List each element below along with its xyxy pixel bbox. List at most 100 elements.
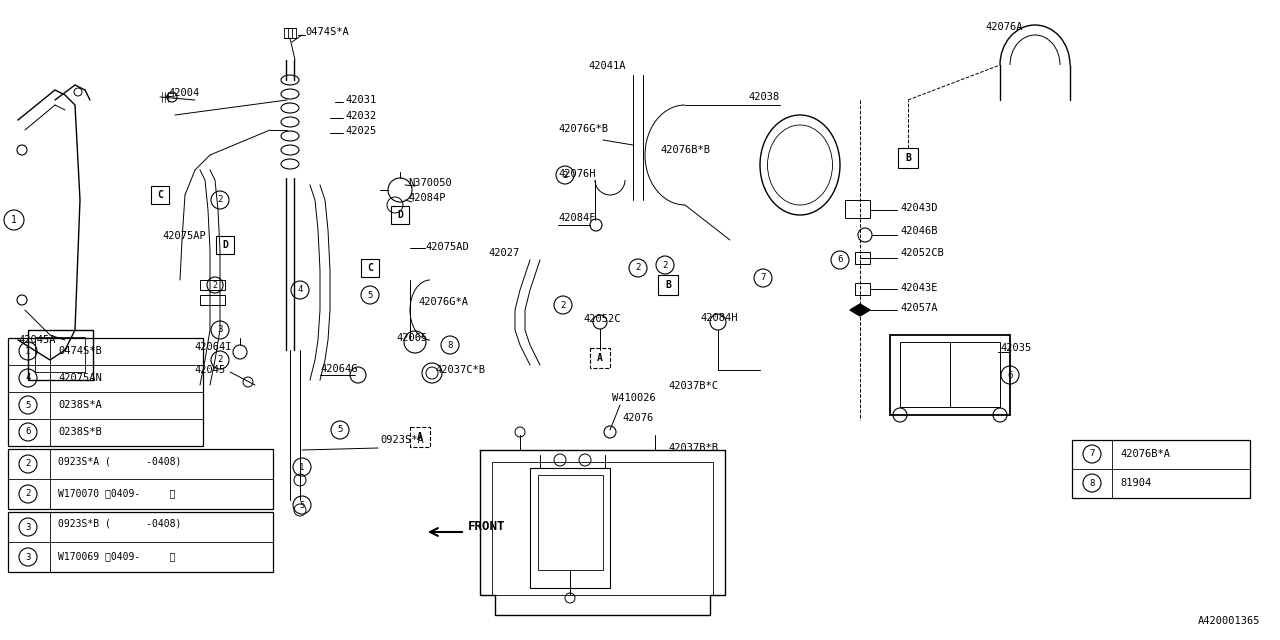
Text: 42075AD: 42075AD <box>425 242 468 252</box>
Text: 2: 2 <box>218 355 223 365</box>
Text: 42084H: 42084H <box>700 313 737 323</box>
Text: 0923S*B (      -0408): 0923S*B ( -0408) <box>58 519 182 529</box>
Text: D: D <box>397 210 403 220</box>
Text: 42043D: 42043D <box>900 203 937 213</box>
Text: 42065: 42065 <box>396 333 428 343</box>
Text: B: B <box>905 153 911 163</box>
Text: W410026: W410026 <box>612 393 655 403</box>
Text: 6: 6 <box>26 428 31 436</box>
Text: 2: 2 <box>662 260 668 269</box>
Text: W170070 〈0409-     〉: W170070 〈0409- 〉 <box>58 488 175 498</box>
Text: 42076B*A: 42076B*A <box>1120 449 1170 459</box>
Text: 0238S*A: 0238S*A <box>58 400 101 410</box>
Bar <box>28 330 93 380</box>
Text: 42076H: 42076H <box>558 169 595 179</box>
Text: 42038: 42038 <box>748 92 780 102</box>
Text: 1: 1 <box>12 215 17 225</box>
Text: 42025: 42025 <box>346 126 376 136</box>
Text: 8: 8 <box>447 340 453 349</box>
Bar <box>1073 440 1251 498</box>
Text: N370050: N370050 <box>408 178 452 188</box>
Bar <box>361 259 379 277</box>
Text: 42037B*C: 42037B*C <box>668 381 718 391</box>
Text: 42035: 42035 <box>1000 343 1032 353</box>
Text: 0238S*B: 0238S*B <box>58 427 101 437</box>
Text: 2: 2 <box>212 280 218 289</box>
Text: 42076G*A: 42076G*A <box>419 297 468 307</box>
Text: 3: 3 <box>26 522 31 531</box>
Text: W170069 〈0409-     〉: W170069 〈0409- 〉 <box>58 551 175 561</box>
Bar <box>216 236 234 254</box>
Bar <box>8 338 204 446</box>
Bar <box>200 295 225 305</box>
Bar <box>899 148 918 168</box>
Bar <box>900 342 1000 407</box>
Bar <box>151 186 169 204</box>
Text: 42057A: 42057A <box>900 303 937 313</box>
Bar <box>855 252 870 264</box>
Text: 0474S*B: 0474S*B <box>58 346 101 356</box>
Text: 5: 5 <box>367 291 372 300</box>
Text: B: B <box>666 280 671 290</box>
Bar <box>845 200 870 218</box>
Text: 4: 4 <box>297 285 302 294</box>
Text: 42075AP: 42075AP <box>163 231 206 241</box>
Bar <box>538 475 603 570</box>
Text: 0923S*A: 0923S*A <box>380 435 424 445</box>
Text: 2: 2 <box>562 170 568 179</box>
Text: 42037C*B: 42037C*B <box>435 365 485 375</box>
Text: FRONT: FRONT <box>468 520 506 534</box>
Bar <box>410 427 430 447</box>
Text: 42076: 42076 <box>622 413 653 423</box>
Bar <box>590 348 611 368</box>
Text: 5: 5 <box>338 426 343 435</box>
Text: A420001365: A420001365 <box>1198 616 1260 626</box>
Text: 8: 8 <box>1089 479 1094 488</box>
Text: 42064G: 42064G <box>320 364 357 374</box>
Text: 2: 2 <box>218 195 223 205</box>
Text: 42076B*B: 42076B*B <box>660 145 710 155</box>
Text: 42076G*B: 42076G*B <box>558 124 608 134</box>
Text: 3: 3 <box>26 552 31 561</box>
Bar <box>8 449 273 509</box>
Bar <box>890 335 1010 415</box>
Text: D: D <box>221 240 228 250</box>
Text: 42032: 42032 <box>346 111 376 121</box>
Text: A: A <box>596 353 603 363</box>
Text: 2: 2 <box>26 460 31 468</box>
Text: 1: 1 <box>300 463 305 472</box>
Text: 42031: 42031 <box>346 95 376 105</box>
Text: 42045A: 42045A <box>18 335 55 345</box>
Text: 42052C: 42052C <box>582 314 621 324</box>
Text: C: C <box>157 190 163 200</box>
Text: 42052CB: 42052CB <box>900 248 943 258</box>
Text: C: C <box>367 263 372 273</box>
Text: 7: 7 <box>760 273 765 282</box>
Bar <box>658 275 678 295</box>
Text: 5: 5 <box>26 401 31 410</box>
Text: 42037B*B: 42037B*B <box>668 443 718 453</box>
Bar <box>8 512 273 572</box>
Text: A: A <box>417 432 422 442</box>
Text: 42045: 42045 <box>195 365 225 375</box>
Text: 2: 2 <box>561 301 566 310</box>
Text: 3: 3 <box>218 326 223 335</box>
Text: 42084P: 42084P <box>408 193 445 203</box>
Text: 42076A: 42076A <box>986 22 1023 32</box>
Text: 6: 6 <box>837 255 842 264</box>
Bar <box>390 206 410 224</box>
Text: 0474S*A: 0474S*A <box>305 27 348 37</box>
Polygon shape <box>850 304 870 316</box>
Text: 4: 4 <box>26 374 31 383</box>
Text: 0923S*A (      -0408): 0923S*A ( -0408) <box>58 456 182 466</box>
Text: 42043E: 42043E <box>900 283 937 293</box>
Text: 42004: 42004 <box>168 88 200 98</box>
Text: 42064I: 42064I <box>195 342 232 352</box>
Bar <box>492 462 713 595</box>
Text: 42027: 42027 <box>488 248 520 258</box>
Text: 7: 7 <box>1089 449 1094 458</box>
Text: 5: 5 <box>300 500 305 509</box>
Text: 42046B: 42046B <box>900 226 937 236</box>
Bar <box>855 283 870 295</box>
Text: 42084F: 42084F <box>558 213 595 223</box>
